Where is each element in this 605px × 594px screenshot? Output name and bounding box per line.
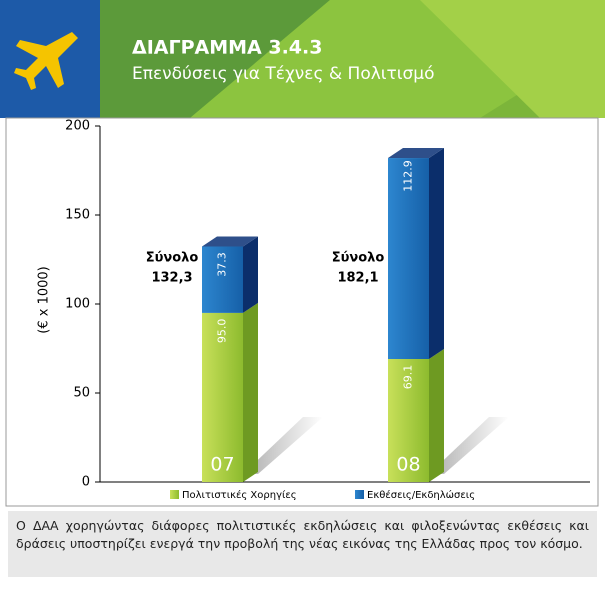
shadow [429, 417, 509, 474]
banner-shape [420, 0, 605, 118]
y-tick-label: 50 [73, 386, 90, 401]
y-axis-label: (€ x 1000) [37, 266, 52, 333]
total-title: Σύνολο [146, 251, 199, 266]
title: ΔΙΑΓΡΑΜΜΑ 3.4.3 [132, 37, 322, 59]
legend-label: Πολιτιστικές Χορηγίες [182, 489, 297, 501]
x-tick-label: 08 [396, 454, 420, 476]
total-label: 132,3 [151, 271, 192, 286]
legend-swatch [170, 490, 179, 499]
bar-side [243, 302, 258, 482]
bar-top [388, 148, 444, 159]
legend-swatch [355, 490, 364, 499]
bar-segment [388, 359, 429, 482]
plane-icon [14, 32, 78, 90]
caption: Ο ΔΑΑ χορηγώντας διάφορες πολιτιστικές ε… [8, 511, 597, 577]
bar-segment [202, 246, 243, 313]
bar-side [429, 148, 444, 360]
total-title: Σύνολο [332, 251, 385, 266]
bar-side [243, 236, 258, 313]
y-tick-label: 200 [65, 119, 90, 134]
plot-frame [5, 117, 599, 507]
value-label: 95.0 [216, 319, 229, 344]
bar-side [429, 349, 444, 482]
legend-label: Εκθέσεις/Εκδηλώσεις [367, 489, 475, 501]
value-label: 112.9 [402, 160, 415, 192]
x-tick-label: 07 [210, 454, 234, 476]
shadow [243, 417, 323, 474]
y-tick-label: 0 [82, 475, 90, 490]
value-label: 69.1 [402, 365, 415, 390]
subtitle: Επενδύσεις για Τέχνες & Πολιτισμό [132, 64, 435, 84]
value-label: 37.3 [216, 252, 229, 277]
bar-segment [202, 312, 243, 482]
bar-segment [388, 158, 429, 360]
total-label: 182,1 [337, 271, 378, 286]
banner-shape [100, 0, 330, 118]
bar-top [202, 236, 258, 247]
y-tick-label: 150 [65, 208, 90, 223]
y-tick-label: 100 [65, 297, 90, 312]
